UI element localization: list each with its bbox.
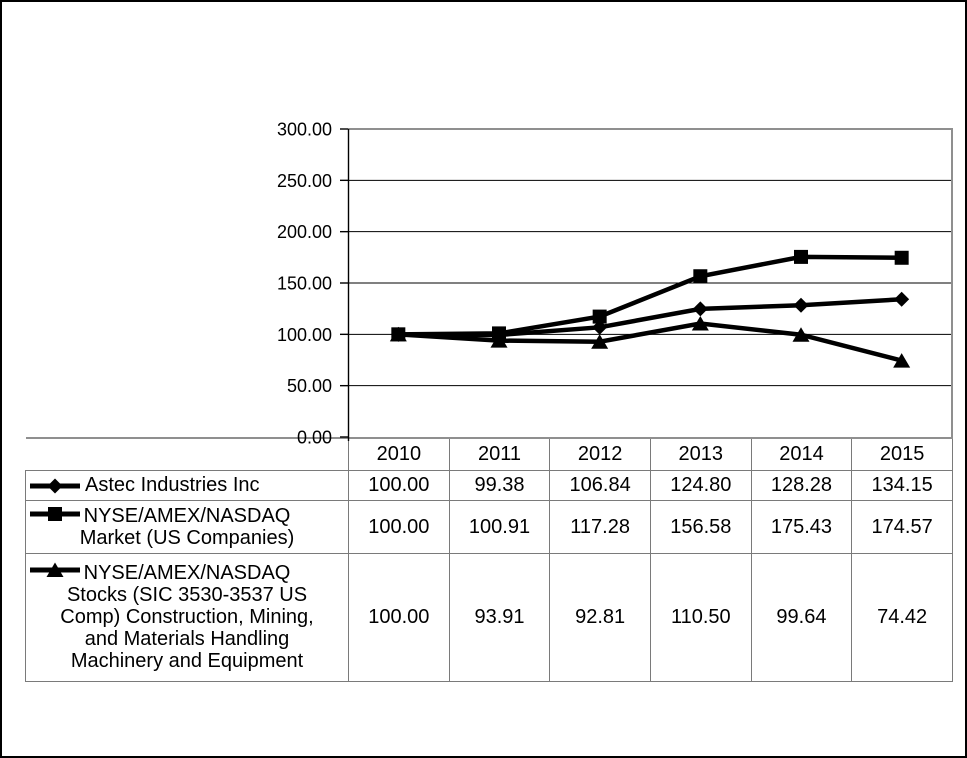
triangle-marker-icon [389, 326, 407, 342]
year-header-cell: 2013 [649, 437, 752, 471]
square-legend-marker-icon [30, 506, 80, 521]
y-axis-label: 100.00 [277, 325, 332, 345]
value-cell: 110.50 [649, 552, 752, 682]
y-axis-label: 150.00 [277, 274, 332, 294]
diamond-marker-icon [793, 297, 809, 313]
series-label-line: Stocks (SIC 3530-3537 US [66, 584, 308, 606]
value-cell: 117.28 [549, 499, 651, 554]
value-cell: 106.84 [549, 469, 651, 501]
series-label-cell: NYSE/AMEX/NASDAQ Market (US Companies) [25, 499, 349, 554]
square-marker-icon [693, 269, 708, 284]
triangle-legend-marker-icon [30, 562, 80, 577]
value-cell: 100.91 [448, 499, 551, 554]
series-label-cell: Astec Industries Inc [25, 469, 349, 501]
value-cell: 175.43 [750, 499, 853, 554]
value-cell: 124.80 [649, 469, 752, 501]
diamond-legend-marker-icon [30, 478, 80, 493]
series-label: NYSE/AMEX/NASDAQ Market (US Companies) [26, 505, 348, 549]
square-marker-icon [492, 326, 506, 341]
value-cell: 93.91 [448, 552, 551, 682]
series-line-0 [398, 297, 902, 338]
diamond-marker-icon [390, 326, 406, 342]
series-label-line: Market (US Companies) [79, 526, 295, 549]
y-axis-label: 50.00 [287, 376, 332, 396]
value-cell: 134.15 [851, 469, 953, 501]
series-line-1 [398, 254, 902, 337]
value-cell: 99.64 [750, 552, 853, 682]
triangle-marker-icon [591, 334, 609, 349]
square-marker-icon [794, 249, 808, 264]
value-cell: 100.00 [348, 499, 450, 554]
table-corner-spacer [25, 437, 349, 470]
series-label-line: Machinery and Equipment [70, 650, 304, 672]
year-header-cell: 2014 [750, 437, 853, 471]
y-axis-label: 300.00 [277, 120, 332, 140]
diamond-marker-icon [491, 327, 507, 343]
triangle-marker-icon [792, 327, 810, 342]
series-label-line: NYSE/AMEX/NASDAQ [83, 504, 291, 527]
square-marker-icon [894, 250, 909, 265]
y-axis-label: 250.00 [277, 171, 332, 191]
value-cell: 128.28 [750, 469, 853, 501]
triangle-marker-icon [893, 353, 911, 368]
diamond-marker-icon [592, 319, 608, 335]
triangle-marker-icon [691, 316, 709, 331]
diamond-marker-icon [692, 301, 708, 317]
series-label-line: Comp) Construction, Mining, [60, 606, 314, 628]
series-label-line: and Materials Handling [84, 628, 290, 650]
year-header-cell: 2012 [549, 437, 651, 471]
series-label: NYSE/AMEX/NASDAQ Stocks (SIC 3530-3537 US… [26, 562, 348, 672]
value-cell: 174.57 [851, 499, 953, 554]
series-line-2 [398, 321, 903, 363]
series-label: Astec Industries Inc [26, 474, 407, 496]
square-marker-icon [592, 309, 607, 324]
series-label-cell: NYSE/AMEX/NASDAQ Stocks (SIC 3530-3537 US… [25, 552, 349, 682]
plot-border [348, 128, 953, 437]
year-header-cell: 2011 [448, 437, 551, 471]
y-axis-label: 200.00 [277, 222, 332, 242]
performance-data-table: 2010 2011 2012 2013 2014 2015 Astec Industries… [25, 437, 953, 682]
triangle-marker-icon [490, 333, 508, 348]
value-cell: 156.58 [649, 499, 752, 554]
square-marker-icon [391, 327, 406, 342]
value-cell: 92.81 [549, 552, 651, 682]
value-cell: 74.42 [851, 552, 953, 682]
value-cell: 100.00 [348, 552, 450, 682]
year-header-cell: 2015 [851, 437, 953, 471]
value-cell: 99.38 [448, 469, 551, 501]
series-label-line: Astec Industries Inc [85, 474, 260, 496]
year-header-cell: 2010 [348, 437, 450, 471]
diamond-marker-icon [894, 291, 910, 307]
series-label-line: NYSE/AMEX/NASDAQ [83, 562, 291, 584]
value-cell: 100.00 [348, 469, 450, 501]
